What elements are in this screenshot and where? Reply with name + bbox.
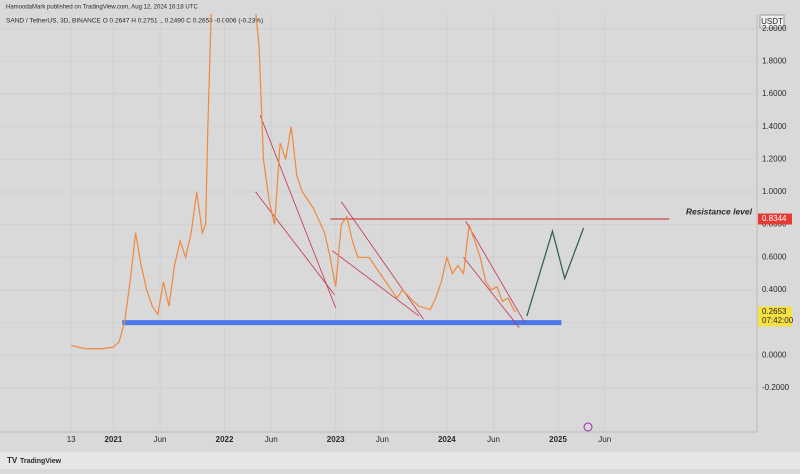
price-label-box: [758, 213, 792, 225]
x-tick-label: 2021: [104, 435, 122, 444]
x-tick-label: Jun: [265, 435, 278, 444]
x-tick-label: 2022: [216, 435, 234, 444]
trendline: [340, 201, 424, 320]
x-tick-label: 2023: [327, 435, 345, 444]
trendline: [259, 115, 337, 309]
x-tick-label: 2024: [438, 435, 456, 444]
resistance-label: Resistance level: [686, 206, 753, 216]
y-tick-label: -0.2000: [762, 383, 790, 392]
price-line: [71, 14, 517, 350]
x-tick-label: Jun: [487, 435, 500, 444]
brand-logo: TV: [7, 456, 18, 465]
y-tick-label: 1.0000: [762, 187, 787, 196]
x-tick-label: 13: [67, 435, 76, 444]
price-countdown: 07:42:00: [762, 316, 794, 325]
plot-area: [0, 14, 757, 432]
currency: USDT: [761, 17, 783, 26]
footer-bar: [0, 452, 800, 469]
y-tick-label: 0.4000: [762, 285, 787, 294]
y-tick-label: 1.8000: [762, 56, 787, 65]
price-label-box: [758, 306, 792, 327]
y-tick-label: 0.0000: [762, 350, 787, 359]
publisher: HamoodaMark published on TradingView.com…: [6, 5, 198, 11]
symbol-info: SAND / TetherUS, 3D, BINANCE O 0.2647 H …: [6, 18, 263, 25]
trendline: [255, 191, 335, 296]
y-tick-label: 2.0000: [762, 24, 787, 33]
projection-line: [526, 227, 585, 317]
y-tick-label: 1.2000: [762, 154, 787, 163]
y-tick-label: 1.4000: [762, 122, 787, 131]
currency-box: [759, 14, 785, 29]
trendline: [463, 257, 520, 328]
x-tick-label: Jun: [154, 435, 167, 444]
y-tick-label: 0.6000: [762, 252, 787, 261]
trendline: [332, 250, 420, 317]
event-icon: [583, 422, 593, 432]
x-tick-label: Jun: [376, 435, 389, 444]
y-tick-label: 1.6000: [762, 89, 787, 98]
brand: TradingView: [20, 458, 62, 465]
price-label: 0.8344: [762, 214, 787, 223]
x-tick-label: 2025: [549, 435, 567, 444]
x-tick-label: Jun: [598, 435, 611, 444]
price-label: 0.2653: [762, 307, 787, 316]
trendline: [465, 221, 526, 323]
